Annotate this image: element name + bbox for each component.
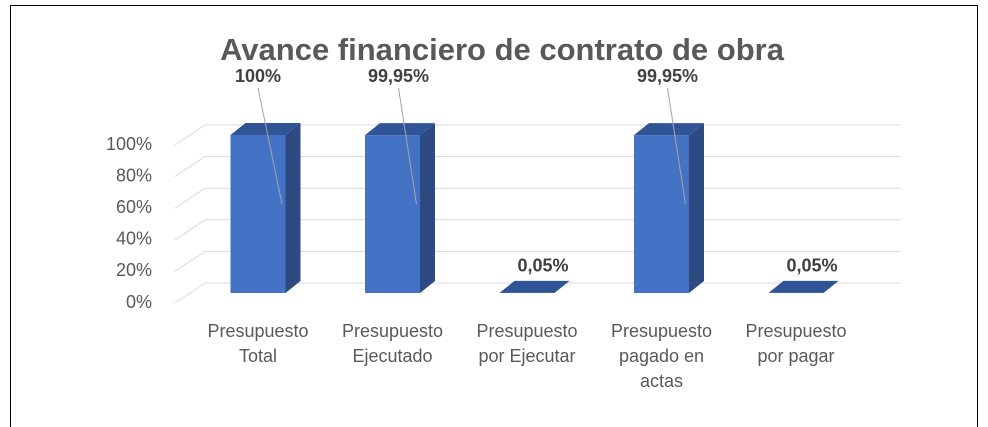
data-label: 0,05% xyxy=(786,256,837,276)
data-label: 99,95% xyxy=(637,66,698,86)
y-tick-label: 60% xyxy=(116,197,152,217)
y-tick-label: 80% xyxy=(116,165,152,185)
bar-side xyxy=(689,123,704,293)
bar-side xyxy=(554,280,570,293)
bar xyxy=(230,123,301,293)
bar-side xyxy=(823,280,839,293)
x-tick-label: Presupuesto por pagar xyxy=(745,321,847,366)
bar xyxy=(634,123,704,293)
bar-side xyxy=(420,123,435,293)
bar-top xyxy=(634,123,704,136)
bar-side xyxy=(285,123,301,293)
bar-front xyxy=(365,135,420,293)
y-tick-label: 40% xyxy=(116,229,152,249)
bar xyxy=(499,280,570,293)
leader-line xyxy=(398,87,417,205)
data-label: 0,05% xyxy=(517,256,568,276)
leader-line xyxy=(667,87,686,205)
bar-top xyxy=(768,280,839,293)
grid-line-side xyxy=(174,187,206,209)
x-tick-label: Presupuesto por Ejecutar xyxy=(476,321,578,366)
grid-line-side xyxy=(174,282,206,304)
bar-front xyxy=(230,135,286,293)
bar-top xyxy=(230,123,301,135)
bar-top xyxy=(365,123,435,136)
data-label: 99,95% xyxy=(368,66,429,86)
leader-line xyxy=(257,87,283,205)
data-label: 100% xyxy=(235,66,281,86)
x-tick-label: Presupuesto pagado en actas xyxy=(610,321,713,391)
grid-line-side xyxy=(174,219,206,241)
bar xyxy=(768,280,839,293)
y-tick-label: 0% xyxy=(126,292,152,312)
y-tick-label: 100% xyxy=(106,134,152,154)
grid-line-side xyxy=(174,156,206,178)
x-tick-label: Presupuesto Total xyxy=(207,321,309,366)
grid-line-side xyxy=(174,124,206,146)
bar xyxy=(365,123,435,293)
x-tick-label: Presupuesto Ejecutado xyxy=(341,321,444,366)
frame xyxy=(10,5,978,427)
bar-front xyxy=(634,135,689,293)
bar-top xyxy=(499,280,570,293)
y-tick-label: 20% xyxy=(116,260,152,280)
grid-line-side xyxy=(174,250,206,272)
chart-title: Avance financiero de contrato de obra xyxy=(220,32,785,67)
